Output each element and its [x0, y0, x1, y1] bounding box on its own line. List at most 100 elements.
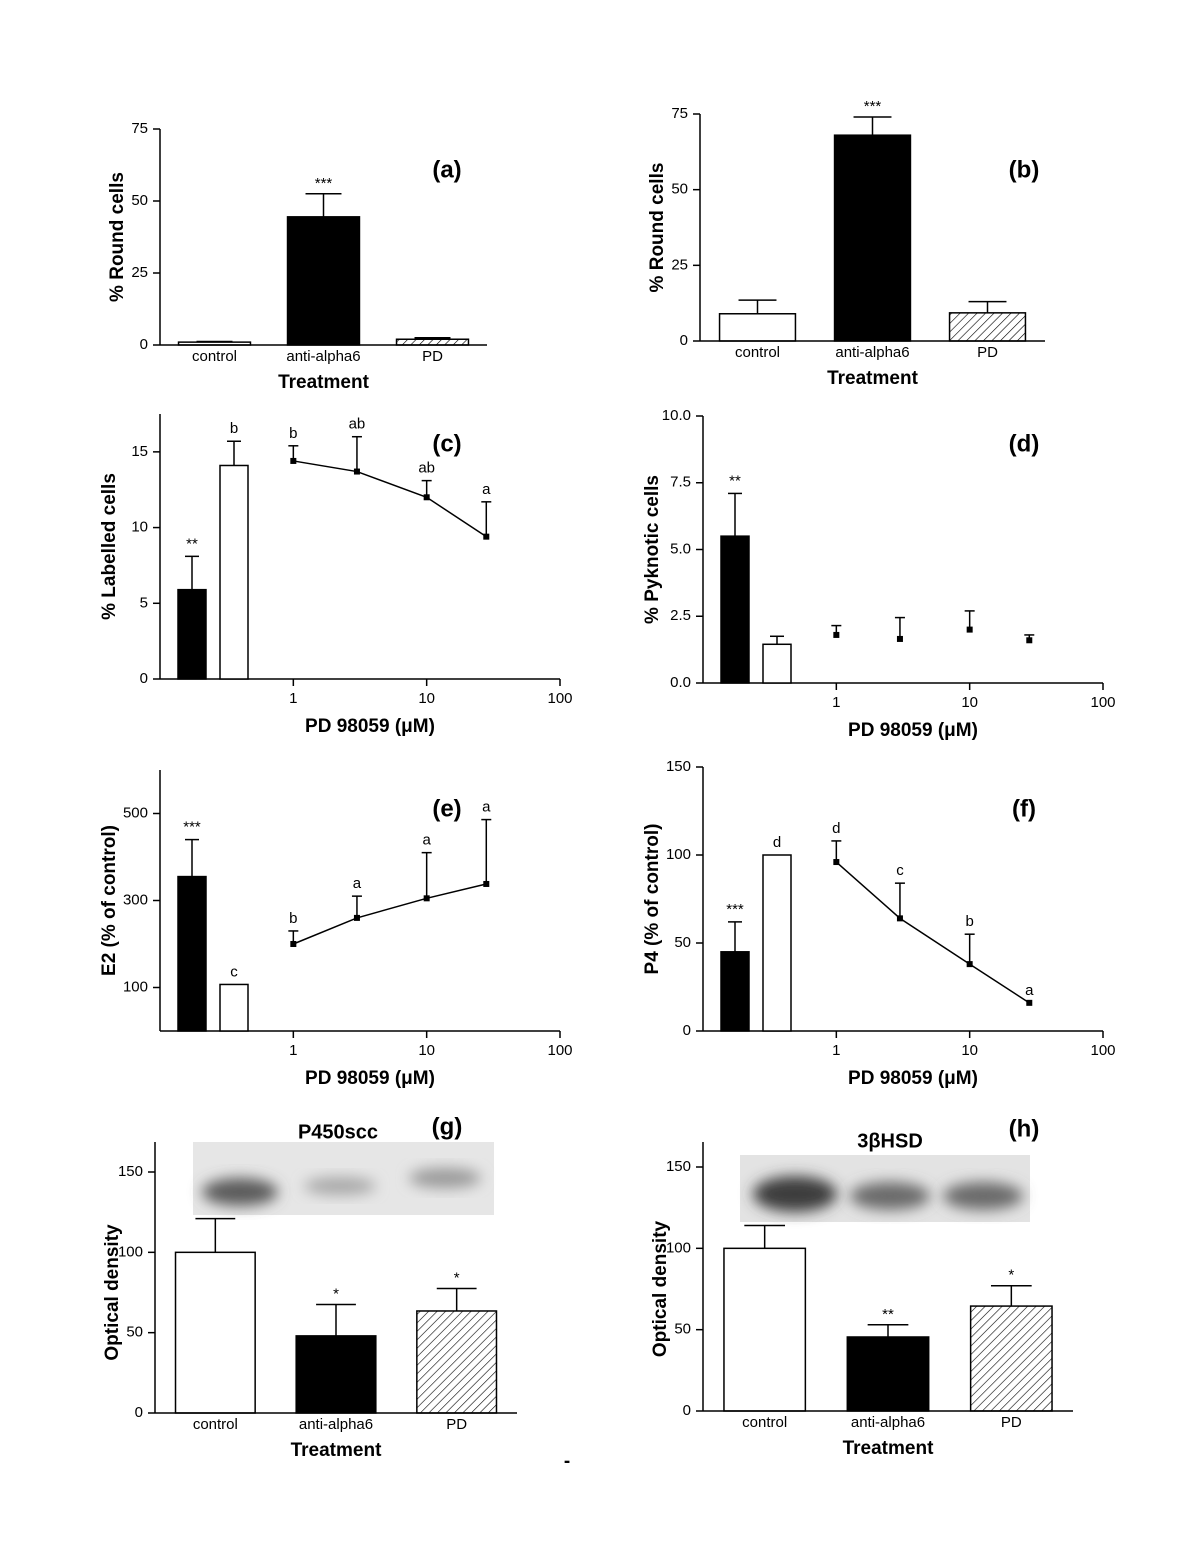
- x-tick-label: anti-alpha6: [835, 344, 909, 361]
- x-axis-label: PD 98059 (μM): [848, 720, 978, 741]
- fit-curve: [293, 460, 487, 538]
- significance-label: ***: [864, 98, 882, 115]
- x-tick-label: anti-alpha6: [851, 1414, 925, 1431]
- y-tick-label: 100: [666, 1239, 691, 1256]
- significance-label: b: [289, 910, 297, 927]
- y-axis-label: % Round cells: [107, 172, 128, 302]
- x-tick-label: 10: [961, 694, 978, 711]
- bar: [295, 1335, 377, 1414]
- y-axis-label: % Pyknotic cells: [642, 475, 663, 624]
- significance-label: ab: [418, 460, 435, 477]
- y-tick-label: 300: [123, 891, 148, 908]
- significance-label: ab: [349, 416, 366, 433]
- bar: [395, 338, 470, 346]
- bar: [723, 1247, 807, 1412]
- panel-label: (h): [1009, 1115, 1040, 1142]
- data-point: [833, 631, 840, 638]
- y-tick-label: 150: [118, 1163, 143, 1180]
- significance-label: a: [1025, 982, 1034, 999]
- x-tick-label: control: [193, 1416, 238, 1433]
- y-axis-label: E2 (% of control): [99, 825, 120, 976]
- panel-label: (b): [1009, 156, 1040, 183]
- bar: [948, 312, 1027, 342]
- significance-label: d: [832, 820, 840, 837]
- significance-label: a: [482, 799, 491, 816]
- y-tick-label: 50: [131, 192, 148, 209]
- panel-label: (a): [432, 156, 461, 183]
- fit-curve: [835, 861, 1030, 1004]
- x-tick-label: control: [192, 348, 237, 365]
- y-tick-label: 150: [666, 758, 691, 775]
- blot-title: 3βHSD: [857, 1130, 923, 1152]
- data-point: [290, 941, 297, 947]
- x-tick-label: anti-alpha6: [299, 1416, 373, 1433]
- western-blot-h: [740, 1155, 1030, 1222]
- x-tick-label: 100: [1090, 1042, 1115, 1059]
- bar: [286, 216, 361, 346]
- blot-title: P450scc: [298, 1121, 378, 1143]
- panel-label: (d): [1009, 430, 1040, 457]
- y-tick-label: 50: [674, 1321, 691, 1338]
- y-tick-label: 7.5: [670, 474, 691, 491]
- x-tick-label: 10: [961, 1042, 978, 1059]
- bar: [846, 1336, 930, 1412]
- x-tick-label: 1: [289, 1042, 297, 1059]
- x-tick-label: 100: [547, 690, 572, 707]
- x-tick-label: 100: [547, 1042, 572, 1059]
- data-point: [966, 626, 973, 633]
- x-tick-label: anti-alpha6: [286, 348, 360, 365]
- x-tick-label: 1: [832, 1042, 840, 1059]
- y-tick-label: 50: [671, 181, 688, 198]
- y-tick-label: 100: [118, 1243, 143, 1260]
- significance-label: **: [729, 472, 741, 489]
- y-axis-label: Optical density: [650, 1220, 671, 1357]
- x-tick-label: PD: [1001, 1414, 1022, 1431]
- data-point: [896, 915, 903, 922]
- data-point: [483, 533, 490, 540]
- data-point: [353, 914, 360, 921]
- bar: [219, 983, 249, 1032]
- data-point: [353, 468, 360, 475]
- y-tick-label: 0: [140, 670, 148, 687]
- y-axis-label: % Labelled cells: [99, 473, 120, 620]
- y-tick-label: 0: [140, 336, 148, 353]
- significance-label: *: [333, 1286, 339, 1303]
- y-tick-label: 10.0: [662, 407, 691, 424]
- y-tick-label: 500: [123, 804, 148, 821]
- panel-label: (e): [432, 795, 461, 822]
- y-tick-label: 100: [666, 846, 691, 863]
- x-axis-label: Treatment: [291, 1440, 382, 1461]
- x-tick-label: 1: [289, 690, 297, 707]
- x-tick-label: control: [742, 1414, 787, 1431]
- significance-label: a: [353, 875, 362, 892]
- y-tick-label: 15: [131, 443, 148, 460]
- fit-curve: [293, 883, 487, 945]
- bar: [718, 313, 797, 342]
- x-axis-label: PD 98059 (μM): [305, 1068, 435, 1089]
- panel-label: (c): [432, 430, 461, 457]
- significance-label: a: [482, 481, 491, 498]
- x-tick-label: control: [735, 344, 780, 361]
- x-axis-label: PD 98059 (μM): [848, 1068, 978, 1089]
- y-tick-label: 5: [140, 594, 148, 611]
- significance-label: a: [422, 832, 431, 849]
- y-axis-label: P4 (% of control): [642, 824, 663, 975]
- y-tick-label: 150: [666, 1158, 691, 1175]
- significance-label: b: [230, 420, 238, 437]
- bar: [174, 1251, 256, 1414]
- significance-label: d: [773, 834, 781, 851]
- significance-label: *: [454, 1269, 460, 1286]
- significance-label: ***: [183, 819, 201, 836]
- y-tick-label: 0.0: [670, 674, 691, 691]
- data-point: [1026, 999, 1033, 1006]
- y-tick-label: 100: [123, 978, 148, 995]
- significance-label: c: [230, 963, 238, 980]
- y-tick-label: 2.5: [670, 607, 691, 624]
- data-point: [896, 635, 903, 642]
- data-point: [423, 494, 430, 501]
- bar: [177, 875, 207, 1032]
- y-tick-label: 0: [683, 1022, 691, 1039]
- x-tick-label: PD: [422, 348, 443, 365]
- y-tick-label: 10: [131, 519, 148, 536]
